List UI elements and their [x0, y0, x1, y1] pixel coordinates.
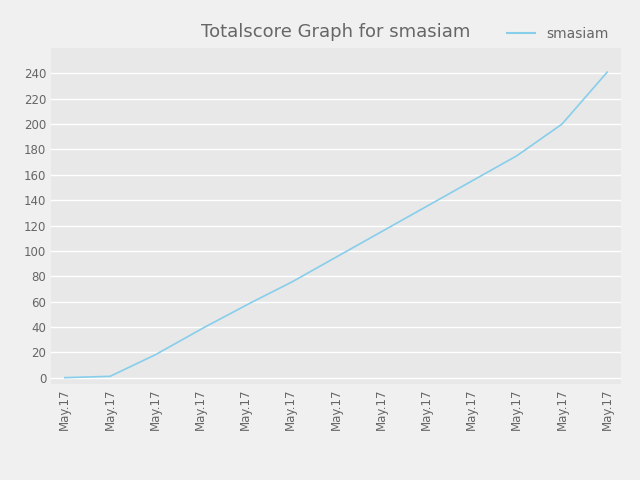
smasiam [518, 149, 526, 155]
smasiam [393, 220, 401, 226]
smasiam [552, 125, 560, 131]
smasiam [384, 225, 392, 231]
smasiam [61, 375, 68, 381]
Legend: smasiam: smasiam [502, 21, 614, 47]
Title: Totalscore Graph for smasiam: Totalscore Graph for smasiam [202, 23, 470, 41]
smasiam [604, 69, 611, 75]
smasiam [382, 227, 390, 232]
Line: smasiam: smasiam [65, 72, 607, 378]
smasiam [63, 375, 70, 381]
